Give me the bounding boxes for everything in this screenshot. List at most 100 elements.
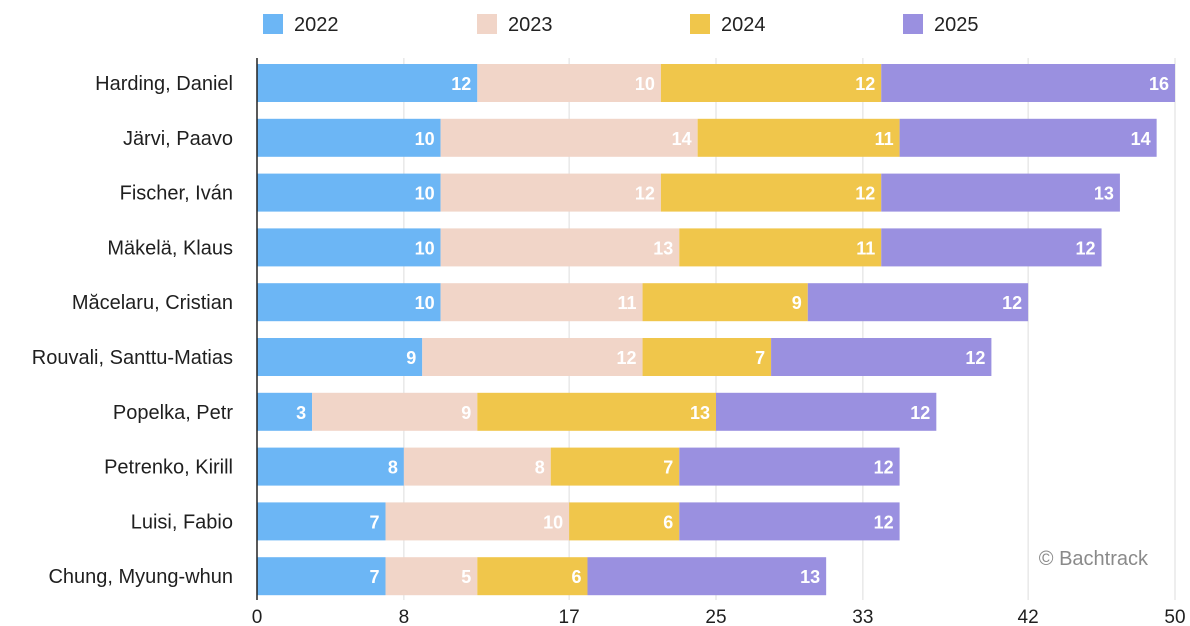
bar-segment-2024 [697, 118, 900, 157]
bar-value-label: 6 [663, 512, 673, 532]
x-tick-label: 42 [1018, 607, 1039, 626]
bar-segment-2025 [679, 447, 900, 486]
bar-value-label: 3 [296, 403, 306, 423]
bar-value-label: 12 [855, 74, 875, 94]
bar-value-label: 10 [635, 74, 655, 94]
category-label: Rouvali, Santtu-Matias [32, 347, 233, 369]
x-axis-ticks: 0 8 17 25 33 42 50 [252, 607, 1186, 626]
category-label: Popelka, Petr [113, 402, 233, 424]
x-tick-label: 17 [559, 607, 580, 626]
bar-segment-2024 [642, 283, 808, 322]
legend-swatch [903, 14, 923, 34]
category-label: Luisi, Fabio [131, 511, 233, 533]
bar-segment-2024 [569, 502, 680, 541]
bar-value-label: 14 [1131, 129, 1151, 149]
bar-value-label: 12 [855, 184, 875, 204]
legend-label: 2022 [294, 14, 339, 36]
bar-segment-2025 [716, 392, 937, 431]
bar-value-label: 10 [415, 238, 435, 258]
category-label: Chung, Myung-whun [48, 566, 233, 588]
bar-segment-2023 [422, 338, 643, 376]
bar-segment-2023 [385, 502, 570, 541]
bar-value-label: 9 [461, 403, 471, 423]
bar-segment-2025 [771, 338, 992, 376]
bar-value-label: 10 [415, 184, 435, 204]
bar-segment-2025 [881, 64, 1175, 102]
x-tick-label: 50 [1164, 607, 1185, 626]
bar-value-label: 9 [406, 348, 416, 368]
bar-value-label: 12 [1076, 238, 1096, 258]
bar-value-label: 11 [618, 293, 637, 313]
bar-value-label: 12 [965, 348, 985, 368]
bar-segment-2024 [477, 557, 588, 596]
bar-value-label: 10 [415, 293, 435, 313]
bar-value-label: 13 [690, 403, 710, 423]
bar-segment-2022 [257, 502, 386, 541]
bar-segment-2025 [881, 173, 1120, 212]
bar-value-label: 12 [874, 458, 894, 478]
bar-segment-2022 [257, 557, 386, 596]
bar-segment-2023 [440, 283, 643, 322]
bar-segment-2022 [257, 283, 441, 322]
legend-label: 2023 [508, 14, 553, 36]
legend: 2022 2023 2024 2025 [263, 14, 979, 36]
bar-value-label: 12 [451, 74, 471, 94]
bar-value-label: 9 [792, 293, 802, 313]
x-tick-label: 8 [399, 607, 410, 626]
category-labels: Harding, Daniel Järvi, Paavo Fischer, Iván… [32, 73, 234, 588]
bar-value-label: 12 [617, 348, 637, 368]
bar-segment-2024 [660, 173, 882, 212]
bar-value-label: 7 [370, 512, 380, 532]
bar-segment-2023 [312, 392, 478, 431]
bar-value-label: 11 [875, 129, 894, 149]
bar-segment-2024 [679, 228, 882, 267]
x-tick-label: 33 [852, 607, 873, 626]
bar-value-label: 12 [635, 184, 655, 204]
bar-value-label: 13 [1094, 184, 1114, 204]
bar-segment-2022 [257, 228, 441, 267]
bar-segment-2025 [881, 228, 1102, 267]
bar-segment-2022 [257, 447, 404, 486]
bar-segment-2022 [257, 338, 423, 376]
category-label: Petrenko, Kirill [104, 457, 233, 479]
category-label: Harding, Daniel [95, 73, 233, 95]
bar-value-label: 14 [672, 129, 692, 149]
bar-value-label: 16 [1149, 74, 1169, 94]
bar-value-label: 6 [571, 567, 581, 587]
category-label: Järvi, Paavo [123, 128, 233, 150]
bar-segment-2023 [440, 228, 680, 267]
bar-segment-2025 [679, 502, 900, 541]
bar-segment-2022 [257, 64, 478, 102]
watermark: © Bachtrack [1039, 548, 1149, 570]
x-tick-label: 25 [705, 607, 726, 626]
bar-value-label: 12 [874, 512, 894, 532]
bar-value-label: 5 [461, 567, 471, 587]
bar-segment-2023 [440, 173, 661, 212]
x-tick-label: 0 [252, 607, 263, 626]
bar-segment-2022 [257, 118, 441, 157]
bar-value-label: 13 [653, 238, 673, 258]
bar-value-label: 12 [1002, 293, 1022, 313]
category-label: Fischer, Iván [120, 183, 233, 205]
bar-segment-2023 [477, 64, 661, 102]
category-label: Măcelaru, Cristian [72, 292, 233, 314]
bar-value-label: 7 [370, 567, 380, 587]
bar-segment-2023 [440, 118, 698, 157]
bars: 12 10 12 16 10 14 11 14 10 12 12 13 10 13 11 12 10 11 9 12 9… [257, 64, 1175, 596]
legend-label: 2024 [721, 14, 766, 36]
legend-swatch [263, 14, 283, 34]
bar-segment-2023 [385, 557, 478, 596]
bar-segment-2024 [642, 338, 772, 376]
bar-segment-2025 [587, 557, 827, 596]
legend-swatch [690, 14, 710, 34]
bar-value-label: 7 [755, 348, 765, 368]
bar-segment-2022 [257, 173, 441, 212]
bar-segment-2025 [899, 118, 1157, 157]
legend-label: 2025 [934, 14, 979, 36]
bar-value-label: 11 [856, 238, 875, 258]
bar-value-label: 10 [415, 129, 435, 149]
legend-swatch [477, 14, 497, 34]
bar-value-label: 13 [800, 567, 820, 587]
bar-segment-2024 [550, 447, 680, 486]
